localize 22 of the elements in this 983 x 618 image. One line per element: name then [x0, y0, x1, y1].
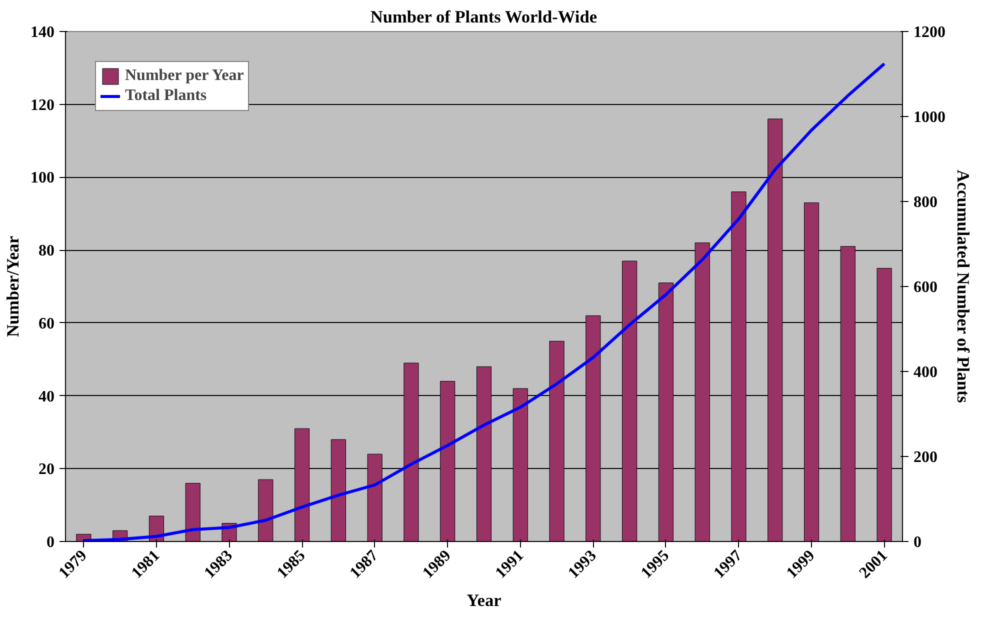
y2-tick-label: 800: [914, 194, 938, 211]
y-tick-label: 40: [38, 388, 54, 406]
y-tick-label: 100: [30, 170, 54, 187]
y-tick-label: 20: [38, 461, 54, 478]
y-tick-label: 120: [30, 96, 54, 114]
legend-label: Total Plants: [125, 87, 207, 105]
y2-tick-label: 1200: [914, 24, 946, 41]
y-axis-title: Number/Year: [4, 236, 22, 338]
chart-title: Number of Plants World-Wide: [370, 8, 598, 26]
y-tick-label: 80: [38, 242, 54, 260]
legend-label: Number per Year: [125, 67, 244, 85]
y2-axis-title: Accumulated Number of Plants: [954, 170, 972, 404]
line-series: [82, 62, 886, 542]
y2-tick-label: 600: [914, 279, 938, 296]
y2-tick-label: 0: [914, 534, 922, 551]
y2-tick-label: 400: [914, 364, 938, 381]
y-tick-label: 140: [30, 24, 54, 41]
y-tick-label: 0: [46, 534, 54, 551]
x-axis-title: Year: [466, 590, 502, 610]
y2-tick-label: 1000: [914, 109, 946, 126]
y2-tick-label: 200: [914, 449, 938, 466]
y-tick-label: 60: [38, 315, 54, 332]
